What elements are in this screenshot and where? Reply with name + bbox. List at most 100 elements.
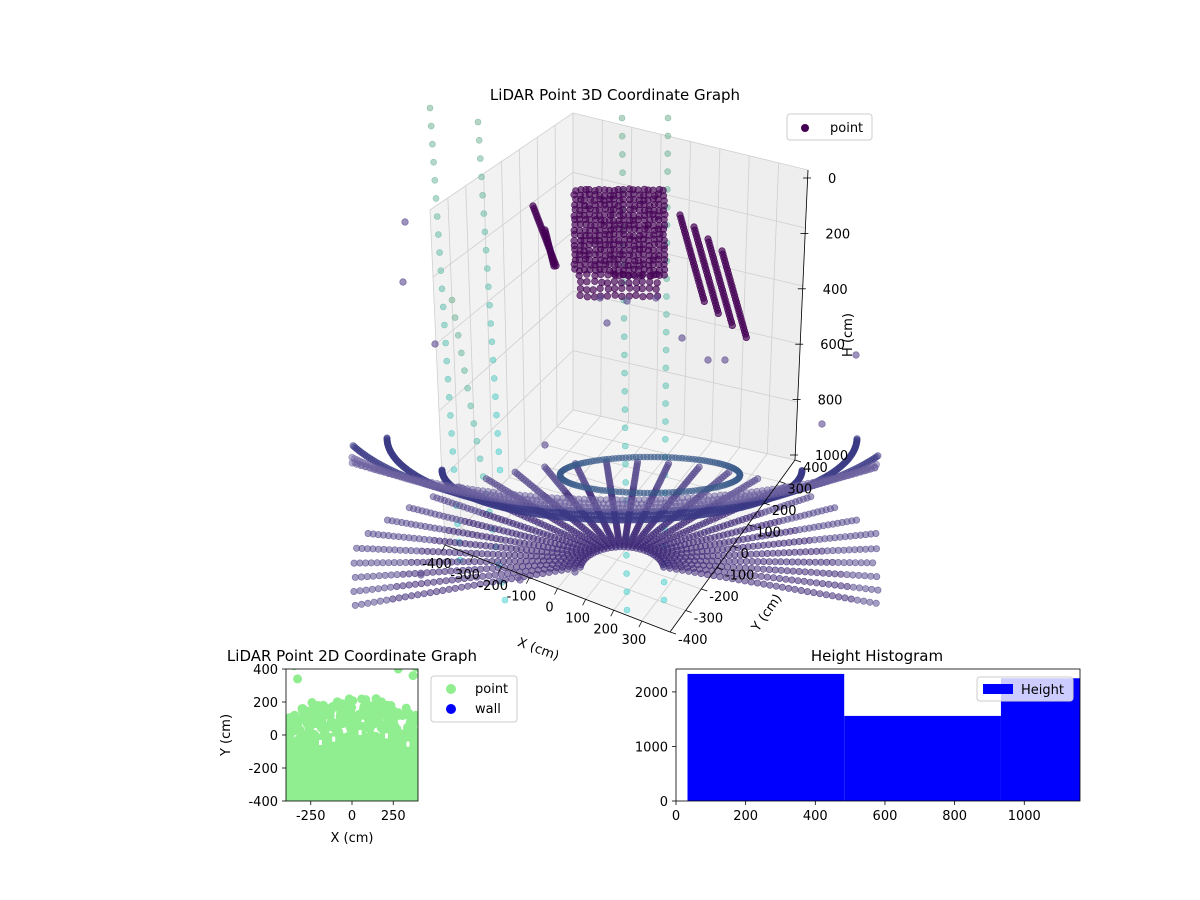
data-point xyxy=(417,571,425,579)
data-point xyxy=(583,278,591,286)
x-tick-label: -200 xyxy=(478,579,508,594)
data-point xyxy=(623,551,630,559)
data-point xyxy=(368,585,376,593)
chart-3d-zlabel: H (cm) xyxy=(841,313,856,357)
data-point xyxy=(447,412,454,419)
x-tick-label: 250 xyxy=(381,809,406,824)
data-point xyxy=(343,704,353,714)
data-point xyxy=(853,435,861,443)
data-point xyxy=(619,169,626,176)
data-point xyxy=(441,321,448,329)
data-point xyxy=(387,571,395,579)
data-point xyxy=(399,582,407,590)
data-point xyxy=(370,598,378,606)
data-point xyxy=(785,584,793,592)
data-point xyxy=(411,580,419,588)
data-point xyxy=(438,285,446,293)
data-point xyxy=(626,284,634,292)
data-point xyxy=(373,559,381,567)
data-point xyxy=(831,504,839,512)
data-point xyxy=(464,582,472,590)
data-point xyxy=(483,565,491,573)
chart-2d-xlabel: X (cm) xyxy=(331,831,374,846)
x-tick-label: 400 xyxy=(803,809,828,824)
x-tick-label: 300 xyxy=(621,633,646,648)
data-point xyxy=(609,211,617,219)
data-point xyxy=(387,583,395,591)
data-point xyxy=(442,339,449,347)
data-point xyxy=(432,195,440,202)
data-point xyxy=(417,580,425,588)
y-tick-label: -200 xyxy=(248,762,278,777)
data-point xyxy=(685,567,693,575)
data-point xyxy=(697,569,705,577)
data-point xyxy=(374,585,382,593)
data-point xyxy=(653,279,661,287)
data-point xyxy=(659,230,667,239)
data-point xyxy=(470,581,478,589)
data-point xyxy=(624,272,633,280)
data-point xyxy=(798,466,806,474)
z-tick-label: 800 xyxy=(818,394,843,409)
gridline xyxy=(739,155,750,448)
x-tick-label: 1000 xyxy=(1008,809,1041,824)
data-point xyxy=(765,558,773,566)
legend-marker-wall xyxy=(446,704,456,714)
data-point xyxy=(662,400,669,407)
data-point xyxy=(474,118,482,126)
data-point xyxy=(788,576,796,584)
data-point xyxy=(666,564,674,572)
data-point xyxy=(618,132,626,140)
data-point xyxy=(849,571,857,579)
data-point xyxy=(618,114,626,122)
data-point xyxy=(872,599,880,607)
data-point xyxy=(431,177,439,184)
data-point xyxy=(621,406,629,413)
data-point xyxy=(495,448,503,456)
data-point xyxy=(638,278,646,286)
data-point xyxy=(621,387,629,395)
data-point xyxy=(866,598,874,606)
data-point xyxy=(596,284,604,293)
data-point xyxy=(825,569,833,577)
data-point xyxy=(812,579,820,587)
data-point xyxy=(794,558,802,566)
data-point xyxy=(851,559,859,567)
data-point xyxy=(621,351,628,359)
data-point xyxy=(789,567,797,575)
data-gap xyxy=(358,730,362,736)
gridline xyxy=(441,350,574,479)
x-tick-label: 600 xyxy=(873,809,898,824)
data-point xyxy=(501,596,509,604)
data-point xyxy=(664,132,672,140)
data-point xyxy=(874,452,882,460)
data-point xyxy=(728,321,736,330)
data-point xyxy=(448,296,456,304)
data-point xyxy=(437,267,445,275)
data-point xyxy=(489,564,497,572)
points-2d xyxy=(286,669,418,801)
data-point xyxy=(700,297,708,306)
data-point xyxy=(583,293,592,301)
y-tick-label: -100 xyxy=(725,569,755,584)
data-point xyxy=(356,587,364,595)
x-tick xyxy=(638,620,643,628)
data-point xyxy=(357,573,365,581)
data-point xyxy=(794,577,802,585)
data-point xyxy=(383,516,391,524)
data-gap xyxy=(332,736,336,742)
data-point xyxy=(480,210,488,217)
data-point xyxy=(797,586,805,594)
data-point xyxy=(356,559,364,567)
data-point xyxy=(816,590,824,598)
data-point xyxy=(807,568,815,576)
data-point xyxy=(393,708,403,718)
data-point xyxy=(405,733,415,743)
data-point xyxy=(458,583,466,591)
data-point xyxy=(486,301,493,309)
data-point xyxy=(401,218,409,226)
legend-label-point: point xyxy=(475,682,508,697)
data-point xyxy=(646,278,654,286)
data-point xyxy=(869,559,877,567)
chart-2d: LiDAR Point 2D Coordinate Graph -250 0 250… xyxy=(219,647,518,846)
